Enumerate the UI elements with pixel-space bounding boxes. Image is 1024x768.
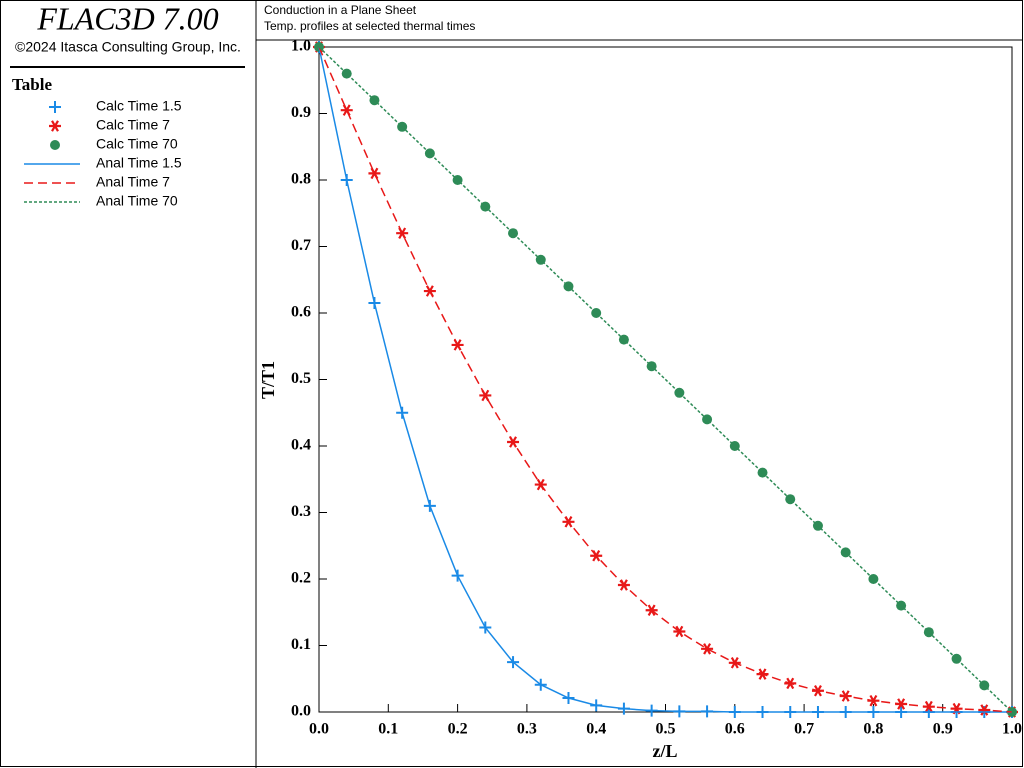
y-tick-label: 0.4 [291,437,311,454]
x-tick-label: 0.9 [933,721,953,738]
marker-shape [591,308,602,318]
data-point [785,494,796,505]
marker-shape [868,574,879,584]
y-tick-label: 0.5 [291,370,311,387]
data-point [340,104,353,116]
x-tick-label: 0.7 [794,721,814,738]
chart-title: Conduction in a Plane Sheet [264,3,417,17]
marker-shape [785,494,796,505]
data-line [318,46,1012,713]
y-tick-label: 0.0 [291,703,311,720]
marker-shape [341,68,352,79]
legend-marker [49,120,61,132]
marker-shape [951,653,962,664]
y-tick-label: 0.2 [291,570,311,587]
y-tick-label: 0.9 [291,104,311,121]
y-tick-label: 0.8 [291,171,311,188]
legend-marker [50,140,60,150]
legend-label: Calc Time 1.5 [96,98,182,114]
legend-label: Anal Time 7 [96,174,170,190]
legend-label: Anal Time 70 [96,193,178,209]
x-tick-label: 1.0 [1002,721,1022,738]
marker-shape [424,148,435,159]
y-axis-label: T/T1 [258,361,278,399]
y-tick-label: 1.0 [291,38,311,55]
data-point [757,467,768,478]
x-tick-label: 0.5 [656,721,676,738]
marker-shape [49,101,61,113]
marker-shape [674,387,685,398]
data-point [868,574,879,584]
marker-shape [701,643,714,655]
legend-marker [49,101,61,113]
x-tick-label: 0.4 [586,721,606,738]
y-tick-label: 0.1 [291,636,311,653]
data-point [951,653,962,664]
data-point [701,643,714,655]
data-point [508,228,519,239]
data-line [318,46,1013,713]
app-title: FLAC3D 7.00 [36,0,218,36]
chart-subtitle: Temp. profiles at selected thermal times [264,19,475,33]
data-point [368,167,381,180]
marker-shape [757,467,768,478]
data-point [840,547,851,558]
x-tick-label: 0.3 [517,721,537,738]
marker-shape [50,140,60,150]
x-tick-label: 0.6 [725,721,745,738]
marker-shape [368,167,381,180]
x-axis-label: z/L [653,741,678,761]
legend-title: Table [12,75,52,94]
data-point [674,387,685,398]
y-tick-label: 0.6 [291,304,311,321]
marker-shape [340,104,353,116]
x-tick-label: 0.8 [863,721,883,738]
y-tick-label: 0.3 [291,503,311,520]
data-line [318,46,1013,713]
x-tick-label: 0.1 [378,721,398,738]
legend-label: Anal Time 1.5 [96,155,182,171]
data-point [591,308,602,318]
data-point [341,68,352,79]
legend-label: Calc Time 70 [96,136,178,152]
y-tick-label: 0.7 [291,237,311,254]
legend-label: Calc Time 7 [96,117,170,133]
marker-shape [508,228,519,239]
x-tick-label: 0.0 [309,721,329,738]
x-tick-label: 0.2 [448,721,468,738]
copyright: ©2024 Itasca Consulting Group, Inc. [15,39,241,55]
marker-shape [49,120,61,132]
marker-shape [840,547,851,558]
data-point [424,148,435,159]
